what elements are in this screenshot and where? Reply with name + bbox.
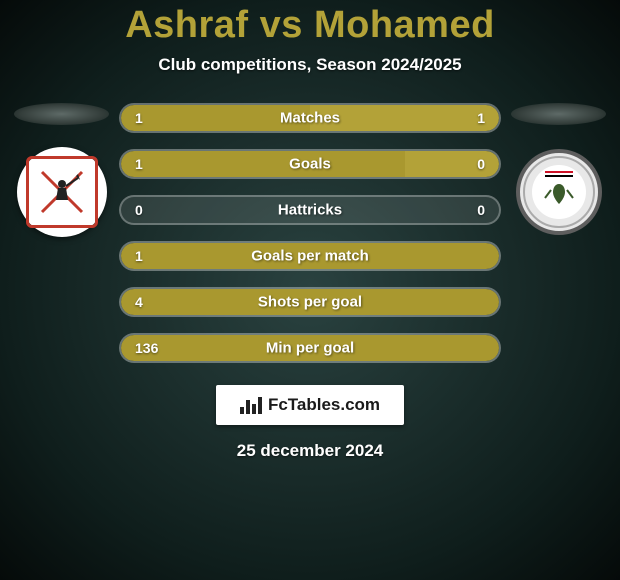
stat-row: 1 Goals per match <box>119 241 501 271</box>
stats-bars: 1 1 Matches 1 0 Goals 0 0 Hattricks 1 Goals per ma… <box>119 103 501 363</box>
stat-value-right: 0 <box>477 156 485 172</box>
right-player-column <box>501 103 616 237</box>
stat-value-right: 1 <box>477 110 485 126</box>
stat-label: Min per goal <box>266 340 354 357</box>
stat-label: Hattricks <box>278 202 342 219</box>
date-label: 25 december 2024 <box>237 441 384 461</box>
club-logo-right <box>514 147 604 237</box>
player-photo-placeholder-right <box>511 103 606 125</box>
stat-row: 136 Min per goal <box>119 333 501 363</box>
stat-value-left: 1 <box>135 248 143 264</box>
comparison-card: Ashraf vs Mohamed Club competitions, Sea… <box>0 0 620 580</box>
stat-value-left: 136 <box>135 340 158 356</box>
page-title: Ashraf vs Mohamed <box>125 4 495 47</box>
page-subtitle: Club competitions, Season 2024/2025 <box>158 55 461 75</box>
player-photo-placeholder-left <box>14 103 109 125</box>
bar-chart-icon <box>240 396 262 414</box>
stat-row: 1 1 Matches <box>119 103 501 133</box>
stat-label: Goals per match <box>251 248 369 265</box>
stat-row: 1 0 Goals <box>119 149 501 179</box>
stat-value-left: 1 <box>135 156 143 172</box>
stat-value-left: 4 <box>135 294 143 310</box>
stat-label: Matches <box>280 110 340 127</box>
stat-value-left: 0 <box>135 202 143 218</box>
stat-row: 0 0 Hattricks <box>119 195 501 225</box>
site-attribution[interactable]: FcTables.com <box>216 385 404 425</box>
stat-row: 4 Shots per goal <box>119 287 501 317</box>
stat-label: Shots per goal <box>258 294 362 311</box>
club-logo-left <box>17 147 107 237</box>
stat-value-right: 0 <box>477 202 485 218</box>
stat-value-left: 1 <box>135 110 143 126</box>
site-attribution-label: FcTables.com <box>268 395 380 415</box>
stat-fill-left <box>121 151 405 177</box>
left-player-column <box>4 103 119 237</box>
zamalek-logo-icon <box>26 156 98 228</box>
tala-ea-logo-icon <box>516 149 602 235</box>
stat-label: Goals <box>289 156 331 173</box>
comparison-body: 1 1 Matches 1 0 Goals 0 0 Hattricks 1 Goals per ma… <box>0 103 620 363</box>
